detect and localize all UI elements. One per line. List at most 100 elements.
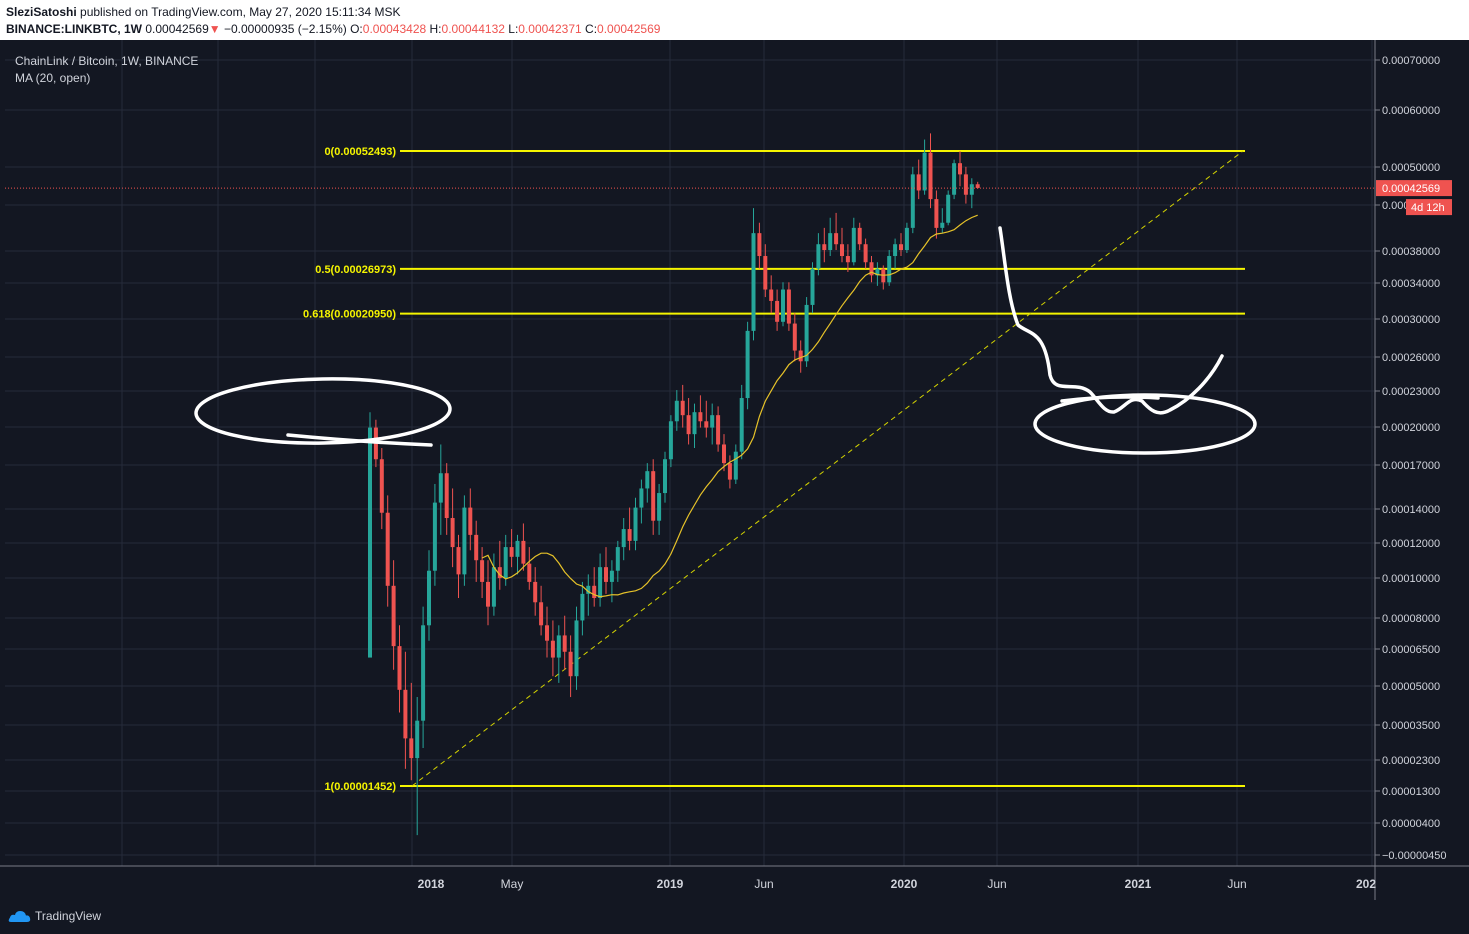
- y-tick-label: 0.00030000: [1382, 314, 1440, 326]
- drawn-circle-left: [194, 377, 452, 445]
- candle-body: [639, 488, 644, 508]
- last-price: 0.00042569: [145, 22, 209, 36]
- candle-body: [609, 570, 614, 582]
- candle-body: [698, 412, 703, 422]
- candles: [368, 133, 980, 836]
- candle-body: [604, 567, 608, 582]
- countdown-label: 4d 12h: [1411, 202, 1445, 214]
- candle-body: [786, 289, 791, 324]
- candle-body: [592, 585, 597, 599]
- price-axis: 0.000700000.000600000.000500000.00044000…: [0, 40, 1469, 900]
- y-tick-label: 0.00014000: [1382, 504, 1440, 516]
- candle-body: [733, 451, 738, 480]
- candle-body: [503, 547, 508, 579]
- change-value: −0.00000935 (−2.15%): [223, 22, 347, 36]
- y-tick-label: 0.00005000: [1382, 681, 1440, 693]
- candle-body: [527, 563, 532, 582]
- candle-body: [869, 262, 874, 276]
- candle-body: [845, 256, 850, 263]
- candle-body: [798, 350, 803, 362]
- ohlc-line: BINANCE:LINKBTC, 1W 0.00042569▼ −0.00000…: [6, 22, 660, 36]
- y-tick-label: 0.00038000: [1382, 246, 1440, 258]
- open-label: O:: [350, 22, 363, 36]
- candle-body: [562, 635, 567, 652]
- chart-legend-title: ChainLink / Bitcoin, 1W, BINANCE: [15, 54, 199, 68]
- candle-body: [450, 518, 455, 548]
- hand-drawings: [194, 226, 1257, 455]
- candle-body: [704, 421, 709, 428]
- candle-body: [539, 602, 544, 626]
- fib-level-label: 0(0.00052493): [324, 146, 396, 158]
- high-label: H:: [429, 22, 442, 36]
- candle-body: [822, 244, 827, 251]
- publish-info: SleziSatoshi published on TradingView.co…: [6, 5, 400, 19]
- candle-body: [946, 194, 951, 223]
- fib-level-label: 0.618(0.00020950): [303, 309, 396, 321]
- candle-body: [763, 256, 768, 290]
- author-name[interactable]: SleziSatoshi: [6, 5, 77, 19]
- y-tick-label: 0.00017000: [1382, 460, 1440, 472]
- candle-body: [415, 720, 420, 759]
- fib-retracement: 0(0.00052493) 0.5(0.00026973) 0.618(0.0002…: [303, 146, 1245, 793]
- candle-body: [663, 459, 667, 494]
- candle-body: [828, 233, 833, 251]
- candle-body: [409, 738, 414, 759]
- candle-body: [975, 184, 980, 188]
- down-arrow-icon: ▼: [208, 22, 221, 36]
- candle-body: [775, 300, 780, 322]
- candle-body: [668, 421, 673, 460]
- candle-body: [427, 570, 431, 626]
- candle-body: [468, 507, 473, 535]
- candle-body: [674, 400, 679, 422]
- published-text: published on TradingView.com, May 27, 20…: [80, 5, 401, 19]
- candle-body: [657, 493, 662, 521]
- candle-body: [574, 620, 579, 677]
- candle-body: [863, 244, 868, 263]
- candle-body: [952, 163, 957, 195]
- candle-body: [834, 233, 839, 245]
- y-tick-label: 0.00001300: [1382, 786, 1440, 798]
- candle-body: [521, 540, 526, 564]
- y-tick-label: 0.00008000: [1382, 613, 1440, 625]
- candle-body: [922, 152, 927, 191]
- candle-body: [474, 534, 479, 561]
- y-tick-label: 0.00010000: [1382, 573, 1440, 585]
- high-value: 0.00044132: [441, 22, 505, 36]
- candle-body: [645, 471, 650, 489]
- close-label: C:: [585, 22, 598, 36]
- drawn-projection-path: [998, 226, 1224, 415]
- y-tick-label: 0.00000400: [1382, 818, 1440, 830]
- y-tick-label: −0.00000450: [1382, 850, 1447, 862]
- y-tick-label: 0.00012000: [1382, 538, 1440, 550]
- trend-line: [411, 150, 1244, 787]
- candle-body: [916, 174, 921, 191]
- y-tick-label: 0.00002300: [1382, 755, 1440, 767]
- y-tick-label: 0.00023000: [1382, 386, 1440, 398]
- candle-body: [627, 529, 632, 541]
- drawn-tail-left: [286, 433, 433, 447]
- x-tick-label: Jun: [987, 877, 1006, 891]
- candle-body: [745, 330, 750, 399]
- candle-body: [497, 567, 502, 579]
- candle-body: [810, 268, 815, 305]
- candle-body: [385, 512, 390, 586]
- candle-body: [893, 244, 898, 257]
- drawn-circle-right: [1033, 393, 1257, 455]
- x-tick-label: May: [501, 877, 524, 891]
- candle-body: [792, 323, 797, 351]
- candle-body: [851, 227, 856, 263]
- price-chart[interactable]: 0(0.00052493) 0.5(0.00026973) 0.618(0.0002…: [0, 40, 1469, 900]
- brand-name: TradingView: [35, 909, 102, 923]
- candle-body: [680, 400, 685, 416]
- candle-body: [480, 560, 485, 582]
- candle-body: [432, 502, 437, 571]
- candle-body: [391, 585, 396, 647]
- candle-body: [887, 256, 892, 283]
- tradingview-logo[interactable]: TradingView: [7, 907, 101, 925]
- ma-line: [481, 214, 978, 598]
- candle-body: [462, 507, 467, 575]
- candle-body: [710, 415, 715, 428]
- candle-body: [533, 581, 538, 603]
- candle-body: [438, 473, 443, 503]
- candle-body: [556, 635, 561, 658]
